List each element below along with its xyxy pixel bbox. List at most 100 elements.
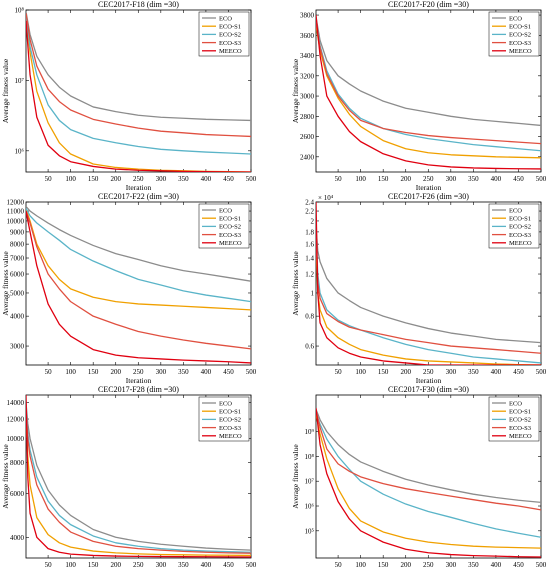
series-line-eco-s3 bbox=[316, 410, 541, 511]
chart-title: CEC2017-F26 (dim =30) bbox=[388, 192, 469, 201]
x-tick-label: 250 bbox=[133, 368, 144, 376]
x-tick-label: 150 bbox=[378, 175, 389, 183]
x-tick-label: 300 bbox=[446, 561, 457, 569]
series-line-eco bbox=[26, 11, 251, 122]
x-tick-label: 50 bbox=[335, 561, 343, 569]
x-tick-label: 500 bbox=[536, 368, 547, 376]
y-tick-label: 10000 bbox=[7, 217, 25, 225]
y-tick-label: 3000 bbox=[300, 93, 315, 101]
series-group bbox=[26, 395, 251, 558]
x-tick-label: 350 bbox=[178, 175, 189, 183]
y-axis-label: Average fitness value bbox=[1, 444, 10, 509]
y-axis-label: Average fitness value bbox=[1, 251, 10, 316]
x-tick-label: 200 bbox=[400, 175, 411, 183]
x-tick-label: 250 bbox=[423, 561, 434, 569]
legend-entry: MEECO bbox=[509, 240, 532, 247]
series-group bbox=[316, 14, 541, 170]
series-line-eco-s2 bbox=[26, 14, 251, 155]
series-line-eco-s3 bbox=[316, 237, 541, 354]
chart-title: CEC2017-F28 (dim =30) bbox=[98, 385, 179, 394]
series-line-eco bbox=[26, 205, 251, 282]
series-line-eco-s3 bbox=[26, 13, 251, 138]
x-tick-label: 450 bbox=[513, 368, 524, 376]
x-tick-label: 150 bbox=[378, 368, 389, 376]
x-tick-label: 250 bbox=[133, 175, 144, 183]
series-line-meeco bbox=[316, 202, 541, 365]
y-tick-label: 10⁷ bbox=[305, 478, 315, 486]
legend-entry: ECO-S3 bbox=[509, 40, 531, 47]
series-line-eco bbox=[316, 408, 541, 504]
legend-entry: ECO-S1 bbox=[219, 24, 241, 31]
x-tick-label: 150 bbox=[88, 561, 99, 569]
legend-entry: ECO-S3 bbox=[219, 425, 241, 432]
x-tick-label: 300 bbox=[156, 175, 167, 183]
x-tick-label: 300 bbox=[446, 175, 457, 183]
x-axis-label: Iteration bbox=[416, 376, 442, 385]
legend-entry: ECO bbox=[219, 207, 232, 214]
y-tick-label: 10⁹ bbox=[305, 428, 315, 436]
x-axis-label: Iteration bbox=[416, 183, 442, 192]
legend-entry: ECO bbox=[509, 15, 522, 22]
x-tick-label: 100 bbox=[355, 175, 366, 183]
series-group bbox=[26, 11, 251, 172]
chart-panel-6: 50 100 150 200 250 300 350 400 450 500 10⁵ 10⁶ 10⁷ 10… bbox=[291, 385, 547, 571]
x-tick-label: 100 bbox=[65, 175, 76, 183]
series-line-eco-s3 bbox=[26, 210, 251, 350]
x-tick-label: 400 bbox=[491, 368, 502, 376]
legend-entry: ECO bbox=[509, 400, 522, 407]
y-tick-label: 2.2 bbox=[305, 208, 314, 216]
x-axis-label: Iteration bbox=[126, 376, 152, 385]
legend-entry: ECO bbox=[219, 15, 232, 22]
series-line-meeco bbox=[316, 14, 541, 170]
x-tick-label: 250 bbox=[133, 561, 144, 569]
x-tick-label: 500 bbox=[536, 175, 547, 183]
legend-entry: MEECO bbox=[509, 433, 532, 440]
chart-panel-2: 50 100 150 200 250 300 350 400 450 500 2400 2600 280… bbox=[291, 0, 547, 192]
chart-title: CEC2017-F30 (dim =30) bbox=[388, 385, 469, 394]
legend-entry: MEECO bbox=[219, 240, 242, 247]
chart-panel-1: 50 100 150 200 250 300 350 400 450 500 10⁶ 10⁷ 10⁸ CE… bbox=[1, 0, 257, 192]
series-line-eco-s2 bbox=[316, 231, 541, 364]
x-axis-label: Iteration bbox=[126, 569, 152, 571]
y-tick-label: 10⁶ bbox=[15, 147, 25, 155]
y-tick-label: 2600 bbox=[300, 133, 315, 141]
x-tick-label: 350 bbox=[178, 368, 189, 376]
y-tick-label: 12000 bbox=[7, 199, 25, 207]
series-line-eco-s2 bbox=[26, 207, 251, 303]
series-line-eco-s1 bbox=[316, 244, 541, 365]
y-tick-label: 10⁷ bbox=[15, 77, 25, 85]
series-line-eco-s2 bbox=[316, 20, 541, 152]
legend-entry: MEECO bbox=[219, 48, 242, 55]
y-tick-label: 8000 bbox=[10, 241, 25, 249]
x-tick-label: 200 bbox=[110, 175, 121, 183]
y-tick-label: 5000 bbox=[10, 289, 25, 297]
y-tick-label: 2.4 bbox=[305, 199, 314, 207]
chart-title: CEC2017-F18 (dim =30) bbox=[98, 0, 179, 9]
y-axis-label: Average fitness value bbox=[291, 444, 300, 509]
x-tick-label: 450 bbox=[223, 561, 234, 569]
legend-entry: ECO-S1 bbox=[509, 409, 531, 416]
series-line-meeco bbox=[26, 20, 251, 172]
y-tick-label: 8000 bbox=[10, 459, 25, 467]
x-tick-label: 350 bbox=[468, 561, 479, 569]
x-tick-label: 400 bbox=[201, 368, 212, 376]
x-tick-label: 300 bbox=[446, 368, 457, 376]
series-line-eco-s1 bbox=[316, 414, 541, 549]
y-tick-label: 1.6 bbox=[305, 241, 314, 249]
y-tick-label: 1.8 bbox=[305, 228, 314, 236]
x-tick-label: 150 bbox=[378, 561, 389, 569]
series-line-meeco bbox=[26, 395, 251, 558]
x-tick-label: 50 bbox=[335, 175, 343, 183]
legend-entry: ECO bbox=[219, 400, 232, 407]
x-tick-label: 100 bbox=[355, 368, 366, 376]
y-axis-label: Average fitness value bbox=[291, 58, 300, 123]
x-tick-label: 200 bbox=[110, 561, 121, 569]
series-line-eco-s1 bbox=[26, 414, 251, 557]
series-group bbox=[316, 407, 541, 558]
x-tick-label: 500 bbox=[246, 561, 257, 569]
y-tick-label: 14000 bbox=[7, 399, 25, 407]
y-tick-label: 3800 bbox=[300, 12, 315, 20]
